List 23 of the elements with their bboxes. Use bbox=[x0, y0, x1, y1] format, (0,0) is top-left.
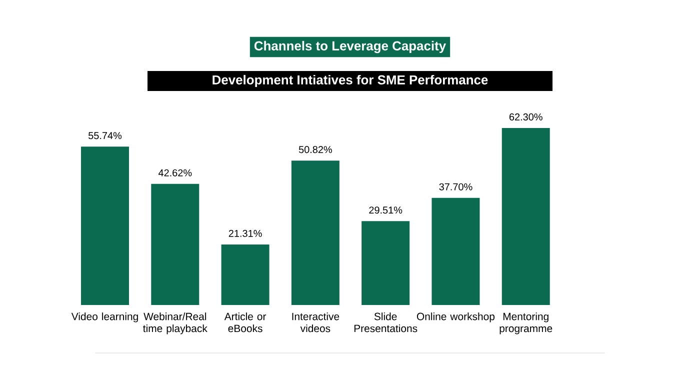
data-label: 55.74% bbox=[88, 132, 122, 140]
chart-title: Channels to Leverage Capacity bbox=[254, 40, 446, 54]
chart-subtitle: Development Intiatives for SME Performance bbox=[212, 74, 488, 88]
data-label: 29.51% bbox=[369, 206, 402, 214]
data-label: 62.30% bbox=[509, 113, 542, 120]
data-label: 50.82% bbox=[298, 146, 332, 154]
bar bbox=[362, 221, 410, 305]
x-tick-label: Mentoring programme bbox=[500, 312, 552, 334]
x-tick-label: Video learning bbox=[71, 312, 138, 322]
data-label: 37.70% bbox=[439, 183, 472, 190]
bar bbox=[81, 146, 130, 305]
x-tick-label: Interactive videos bbox=[292, 312, 340, 332]
x-tick-label: Webinar/Real time playback bbox=[143, 312, 208, 334]
bar bbox=[502, 128, 550, 305]
x-tick-label: Article or eBooks bbox=[224, 312, 266, 332]
bar bbox=[432, 198, 480, 305]
x-tick-label: Online workshop bbox=[416, 312, 495, 322]
bar bbox=[291, 160, 340, 305]
bar bbox=[151, 184, 200, 305]
bar bbox=[221, 244, 270, 305]
data-label: 42.62% bbox=[158, 169, 192, 176]
data-label: 21.31% bbox=[228, 230, 262, 237]
x-tick-label: Slide Presentations bbox=[354, 312, 418, 332]
